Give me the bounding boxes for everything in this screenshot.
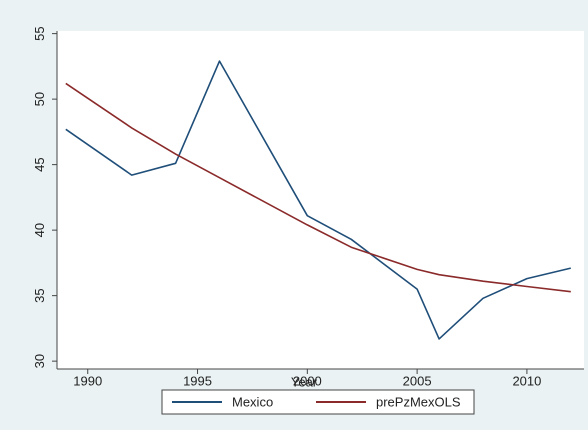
x-axis-ticks: 1990 1995 2000 2005 2010 xyxy=(73,369,541,389)
legend-label-prepzmexols: prePzMexOLS xyxy=(376,395,461,410)
y-tick-label: 35 xyxy=(32,288,47,302)
legend: Mexico prePzMexOLS xyxy=(161,389,475,415)
series-line-prepzmexols xyxy=(65,82,571,293)
x-tick-label: 2005 xyxy=(403,374,432,389)
y-tick-label: 55 xyxy=(32,26,47,40)
plot-area xyxy=(57,31,584,369)
y-axis-ticks: 30 35 40 45 50 55 xyxy=(32,26,57,368)
x-tick-label: 2000 xyxy=(293,374,322,389)
x-axis-title: Year xyxy=(291,375,318,390)
x-tick-label: 1995 xyxy=(183,374,212,389)
y-tick-label: 50 xyxy=(32,92,47,106)
y-tick-label: 40 xyxy=(32,223,47,237)
x-tick-label: 2010 xyxy=(512,374,541,389)
y-tick-label: 30 xyxy=(32,354,47,368)
legend-label-mexico: Mexico xyxy=(232,395,273,410)
x-tick-label: 1990 xyxy=(73,374,102,389)
series-lines xyxy=(65,60,571,340)
y-tick-label: 45 xyxy=(32,157,47,171)
series-line-mexico xyxy=(65,60,571,340)
